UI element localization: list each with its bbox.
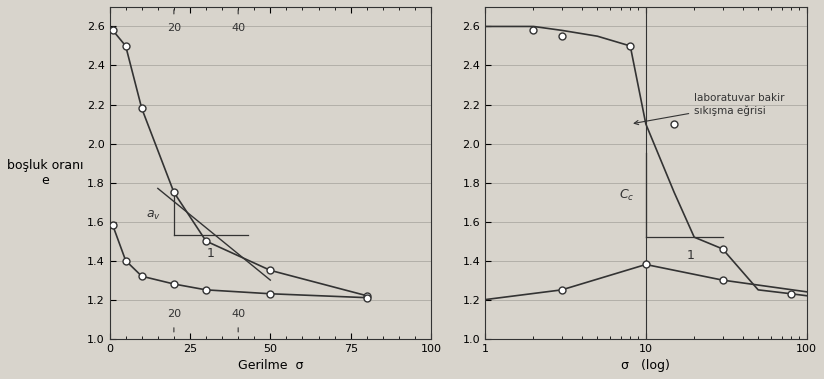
Text: $a_v$: $a_v$: [146, 209, 161, 222]
Text: 1: 1: [687, 249, 695, 262]
Text: laboratuvar bakir
sıkışma eğrisi: laboratuvar bakir sıkışma eğrisi: [634, 93, 784, 125]
X-axis label: Gerilme  σ: Gerilme σ: [237, 359, 303, 372]
Y-axis label: boşluk oranı
e: boşluk oranı e: [7, 159, 83, 187]
Text: 20: 20: [166, 23, 181, 33]
Text: 40: 40: [231, 309, 246, 319]
Text: 40: 40: [231, 23, 246, 33]
X-axis label: σ   (log): σ (log): [621, 359, 670, 372]
Text: $C_c$: $C_c$: [619, 188, 634, 203]
Text: 1: 1: [207, 247, 215, 260]
Text: 20: 20: [166, 309, 181, 319]
